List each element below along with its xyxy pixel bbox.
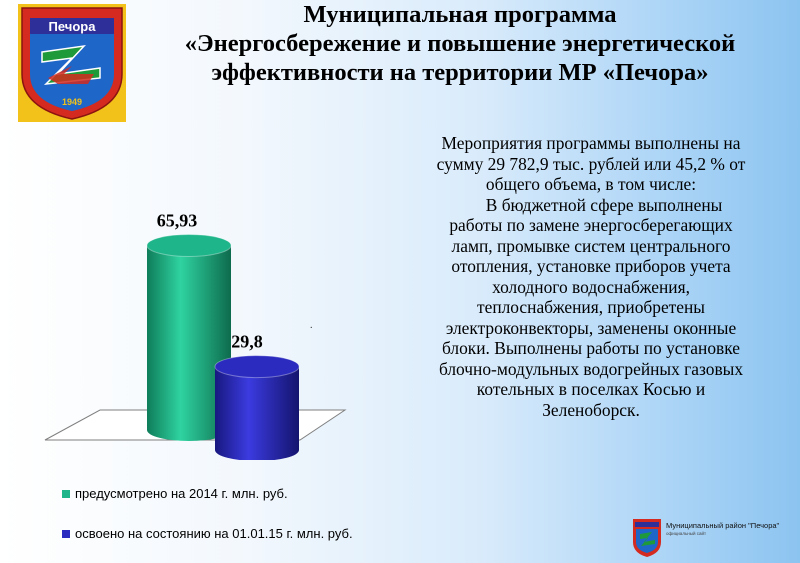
bar-top [146, 233, 232, 257]
bar-body [147, 245, 231, 441]
description-line: отопления, установке приборов учета [451, 256, 731, 276]
legend-label: освоено на состоянию на 01.01.15 г. млн.… [75, 526, 353, 541]
footer-site-name: Муниципальный район "Печора" [666, 521, 780, 530]
description-line: блоки. Выполнены работы по установке [442, 338, 740, 358]
legend-swatch [62, 490, 70, 498]
page-title: Муниципальная программа «Энергосбережени… [120, 0, 800, 87]
description-line: Зеленоборск. [542, 399, 640, 420]
chart-bars: 65,93 29,8 [146, 210, 300, 460]
description-line: Мероприятия программы выполнены на [441, 133, 741, 153]
description-line: общего объема, в том числе: [485, 174, 697, 194]
data-label: 29,8 [231, 332, 263, 352]
title-line: эффективности на территории МР «Печора» [211, 59, 709, 86]
emblem-year: 1949 [62, 97, 82, 107]
legend-swatch [62, 530, 70, 538]
description-line: ламп, промывке систем центрального [451, 235, 731, 256]
title-line: «Энергосбережение и повышение энергетиче… [184, 30, 736, 57]
description-line: электроконвекторы, заменены оконные [445, 317, 737, 338]
program-description: Мероприятия программы выполнены на сумму … [404, 133, 778, 420]
description-line: В бюджетной сфере выполнены [459, 194, 723, 215]
description-line: сумму 29 782,9 тыс. рублей или 45,2 % от [436, 153, 746, 174]
bar-top [214, 355, 300, 379]
footer-site-subtitle: официальный сайт [666, 531, 707, 536]
title-line: Муниципальная программа [303, 1, 617, 28]
description-line: работы по замене энергосберегающих [449, 215, 733, 235]
description-line: котельных в поселках Косью и [476, 379, 706, 399]
legend-item: освоено на состоянию на 01.01.15 г. млн.… [62, 526, 353, 541]
chart-marker-dot: . [310, 320, 313, 331]
bar-body [215, 366, 299, 460]
cylinder-bar-chart: . 65,93 29,8 [44, 210, 347, 460]
description-line: холодного водоснабжения, [492, 276, 690, 297]
data-label: 65,93 [157, 210, 198, 230]
legend-label: предусмотрено на 2014 г. млн. руб. [75, 486, 288, 501]
bar-cylinder-1: 29,8 [214, 332, 300, 460]
legend-item: предусмотрено на 2014 г. млн. руб. [62, 486, 288, 501]
description-line: теплоснабжения, приобретены [477, 297, 705, 317]
description-line: блочно-модульных водогрейных газовых [438, 358, 744, 379]
coat-of-arms: Печора 1949 [18, 4, 126, 122]
footer-emblem [633, 519, 661, 557]
bar-cylinder-0: 65,93 [146, 210, 232, 441]
emblem-name: Печора [49, 19, 97, 34]
